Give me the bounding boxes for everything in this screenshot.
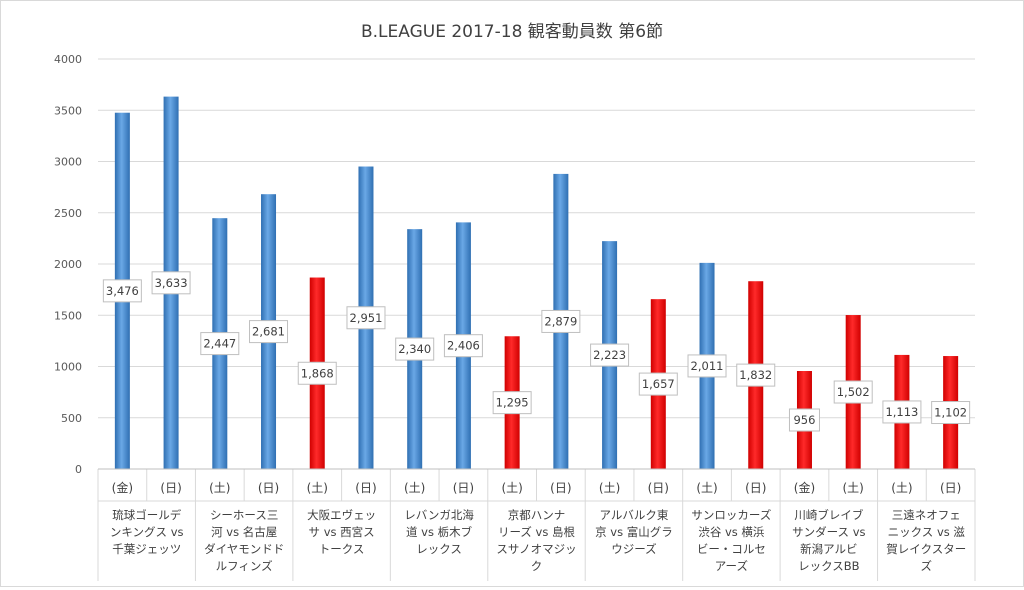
x-tick-matchup-label: ズ <box>921 559 933 573</box>
data-label: 1,102 <box>934 406 967 420</box>
x-tick-day-label: (土) <box>307 481 328 495</box>
data-label-box <box>395 337 435 361</box>
x-tick-matchup-label: 新潟アルビ <box>800 542 857 556</box>
data-label-box <box>541 309 581 333</box>
y-tick-label: 2000 <box>54 258 82 271</box>
x-tick-matchup-label: 道 vs 栃木ブ <box>406 525 473 539</box>
x-tick-matchup-label: サ vs 西宮ス <box>309 525 375 539</box>
x-tick-matchup-label: レックスBB <box>798 559 860 573</box>
y-tick-label: 3500 <box>54 104 82 117</box>
x-tick-matchup-label: レックス <box>416 542 462 556</box>
x-tick-day-label: (日) <box>160 481 181 495</box>
x-tick-day-label: (土) <box>843 481 864 495</box>
data-label: 1,113 <box>885 405 918 419</box>
data-label-box <box>833 380 873 404</box>
data-label-box <box>590 343 630 367</box>
data-label-box <box>687 354 727 378</box>
chart-title: B.LEAGUE 2017-18 観客動員数 第6節 <box>361 22 663 42</box>
data-label: 2,879 <box>544 314 577 328</box>
x-tick-day-label: (日) <box>453 481 474 495</box>
data-label-box <box>151 271 191 295</box>
x-tick-matchup-label: ウジーズ <box>611 542 656 556</box>
x-tick-matchup-label: アルバルク東 <box>599 508 668 522</box>
x-tick-day-label: (日) <box>258 481 279 495</box>
x-tick-day-label: (土) <box>404 481 425 495</box>
x-tick-matchup-label: 三遠ネオフェ <box>892 508 961 522</box>
x-tick-matchup-label: アーズ <box>715 559 748 573</box>
data-label: 1,832 <box>739 368 772 382</box>
data-label: 2,223 <box>593 348 626 362</box>
x-tick-matchup-label: 大阪エヴェッ <box>307 508 376 522</box>
y-tick-label: 0 <box>75 463 82 476</box>
x-tick-matchup-label: リーズ vs 島根 <box>498 525 576 539</box>
data-label: 1,868 <box>301 366 334 380</box>
data-label-box <box>736 363 776 387</box>
y-tick-label: 1500 <box>54 309 82 322</box>
x-tick-matchup-label: 琉球ゴールデ <box>112 508 181 522</box>
data-label: 2,011 <box>691 359 724 373</box>
x-tick-matchup-label: シーホース三 <box>210 508 278 522</box>
x-tick-matchup-label: ンキングス vs <box>110 525 184 539</box>
data-label: 2,406 <box>447 339 480 353</box>
x-tick-matchup-label: 賀レイクスター <box>886 542 966 556</box>
data-label: 2,951 <box>350 311 383 325</box>
data-label: 3,633 <box>155 276 188 290</box>
x-tick-matchup-label: 渋谷 vs 横浜 <box>698 525 765 539</box>
data-label: 1,657 <box>642 377 675 391</box>
y-tick-label: 2500 <box>54 207 82 220</box>
x-tick-matchup-label: 京都ハンナ <box>508 508 566 522</box>
data-label-box <box>102 279 142 303</box>
x-tick-matchup-label: サンダース vs <box>792 525 865 539</box>
x-tick-matchup-label: スサノオマジッ <box>496 542 576 556</box>
data-label: 2,340 <box>398 342 431 356</box>
data-label-box <box>200 332 240 356</box>
x-tick-day-label: (日) <box>745 481 766 495</box>
x-tick-matchup-label: ク <box>531 559 543 573</box>
data-label-box <box>638 372 678 396</box>
x-tick-day-label: (日) <box>940 481 961 495</box>
data-label: 3,476 <box>106 284 139 298</box>
x-tick-day-label: (金) <box>112 480 133 495</box>
x-tick-day-label: (土) <box>209 481 230 495</box>
data-label-box <box>346 306 386 330</box>
y-tick-label: 3000 <box>54 156 82 169</box>
x-tick-matchup-label: トークス <box>319 542 365 556</box>
data-label-box <box>297 361 337 385</box>
y-tick-label: 500 <box>61 412 82 425</box>
x-tick-day-label: (日) <box>648 481 669 495</box>
x-tick-matchup-label: サンロッカーズ <box>691 508 771 522</box>
data-label: 2,681 <box>252 325 285 339</box>
x-tick-day-label: (土) <box>599 481 620 495</box>
data-label-box <box>931 401 971 425</box>
data-label-box <box>249 320 289 344</box>
data-label-box <box>788 408 820 432</box>
data-label-box <box>492 391 532 415</box>
x-tick-matchup-label: ルフィンズ <box>216 559 273 573</box>
y-tick-label: 1000 <box>54 361 82 374</box>
y-tick-label: 4000 <box>54 53 82 66</box>
x-tick-day-label: (土) <box>501 481 522 495</box>
data-label: 1,502 <box>837 385 870 399</box>
x-tick-matchup-label: ビー・コルセ <box>697 542 766 556</box>
x-tick-matchup-label: 河 vs 名古屋 <box>211 525 277 539</box>
x-tick-matchup-label: 京 vs 富山グラ <box>595 525 673 539</box>
x-tick-day-label: (土) <box>891 481 912 495</box>
x-tick-matchup-label: ニックス vs 滋 <box>888 525 966 539</box>
x-tick-day-label: (日) <box>355 481 376 495</box>
x-tick-day-label: (金) <box>794 480 815 495</box>
data-label: 956 <box>793 413 815 427</box>
x-tick-day-label: (土) <box>696 481 717 495</box>
data-label-box <box>443 334 483 358</box>
x-tick-matchup-label: レバンガ北海 <box>404 508 474 522</box>
x-tick-matchup-label: 川崎ブレイブ <box>794 508 863 522</box>
data-label-box <box>882 400 922 424</box>
data-label: 2,447 <box>203 337 236 351</box>
x-tick-matchup-label: 千葉ジェッツ <box>112 542 181 556</box>
x-tick-day-label: (日) <box>550 481 571 495</box>
x-tick-matchup-label: ダイヤモンドド <box>204 542 284 556</box>
data-label: 1,295 <box>496 396 529 410</box>
